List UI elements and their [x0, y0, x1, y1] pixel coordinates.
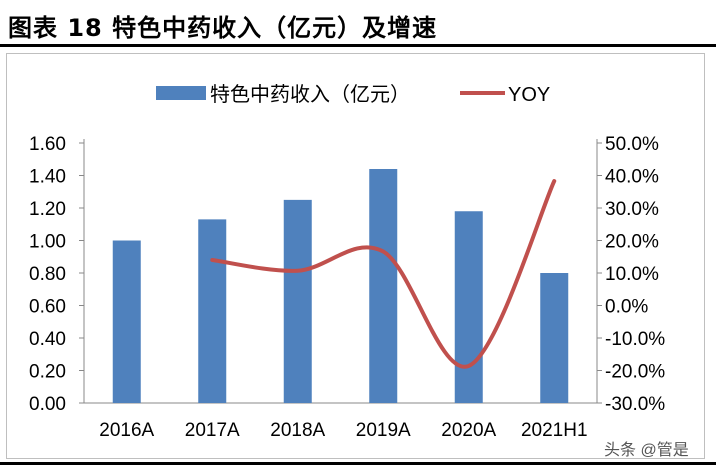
x-tick-label: 2019A [356, 420, 411, 441]
bar-2021H1 [540, 273, 569, 403]
right-tick-label: 50.0% [605, 134, 659, 155]
x-tick-label: 2016A [99, 420, 154, 441]
title-rule [0, 44, 716, 47]
x-tick-label: 2021H1 [521, 420, 588, 441]
left-tick-label: 1.60 [29, 134, 66, 155]
left-tick-label: 1.20 [29, 199, 66, 220]
left-tick-label: 0.00 [29, 394, 66, 415]
x-tick-label: 2020A [441, 420, 496, 441]
left-tick-label: 0.60 [29, 297, 66, 318]
right-tick-label: -10.0% [605, 329, 665, 350]
right-tick-label: 30.0% [605, 199, 659, 220]
x-tick-label: 2018A [270, 420, 325, 441]
left-tick-label: 1.40 [29, 167, 66, 188]
left-tick-label: 0.20 [29, 362, 66, 383]
right-tick-label: 20.0% [605, 232, 659, 253]
left-tick-label: 0.40 [29, 329, 66, 350]
bottom-rule [0, 462, 716, 465]
right-tick-label: 0.0% [605, 297, 648, 318]
bar-2017A [198, 219, 227, 403]
legend-line-label: YOY [508, 84, 550, 106]
legend-bar-swatch [156, 86, 206, 100]
bar-2020A [454, 211, 483, 403]
right-tick-label: 10.0% [605, 264, 659, 285]
bar-2019A [369, 169, 398, 403]
bar-2018A [283, 199, 312, 403]
watermark: 头条 @管是 [604, 442, 689, 459]
yoy-line [210, 179, 557, 369]
figure-title: 图表 18 特色中药收入（亿元）及增速 [8, 14, 438, 42]
right-tick-label: -20.0% [605, 362, 665, 383]
legend-bar-label: 特色中药收入（亿元） [210, 82, 410, 106]
right-tick-label: 40.0% [605, 167, 659, 188]
bar-2016A [112, 240, 141, 403]
left-tick-label: 1.00 [29, 232, 66, 253]
chart-frame [6, 53, 705, 459]
x-tick-label: 2017A [185, 420, 240, 441]
left-tick-label: 0.80 [29, 264, 66, 285]
right-tick-label: -30.0% [605, 394, 665, 415]
